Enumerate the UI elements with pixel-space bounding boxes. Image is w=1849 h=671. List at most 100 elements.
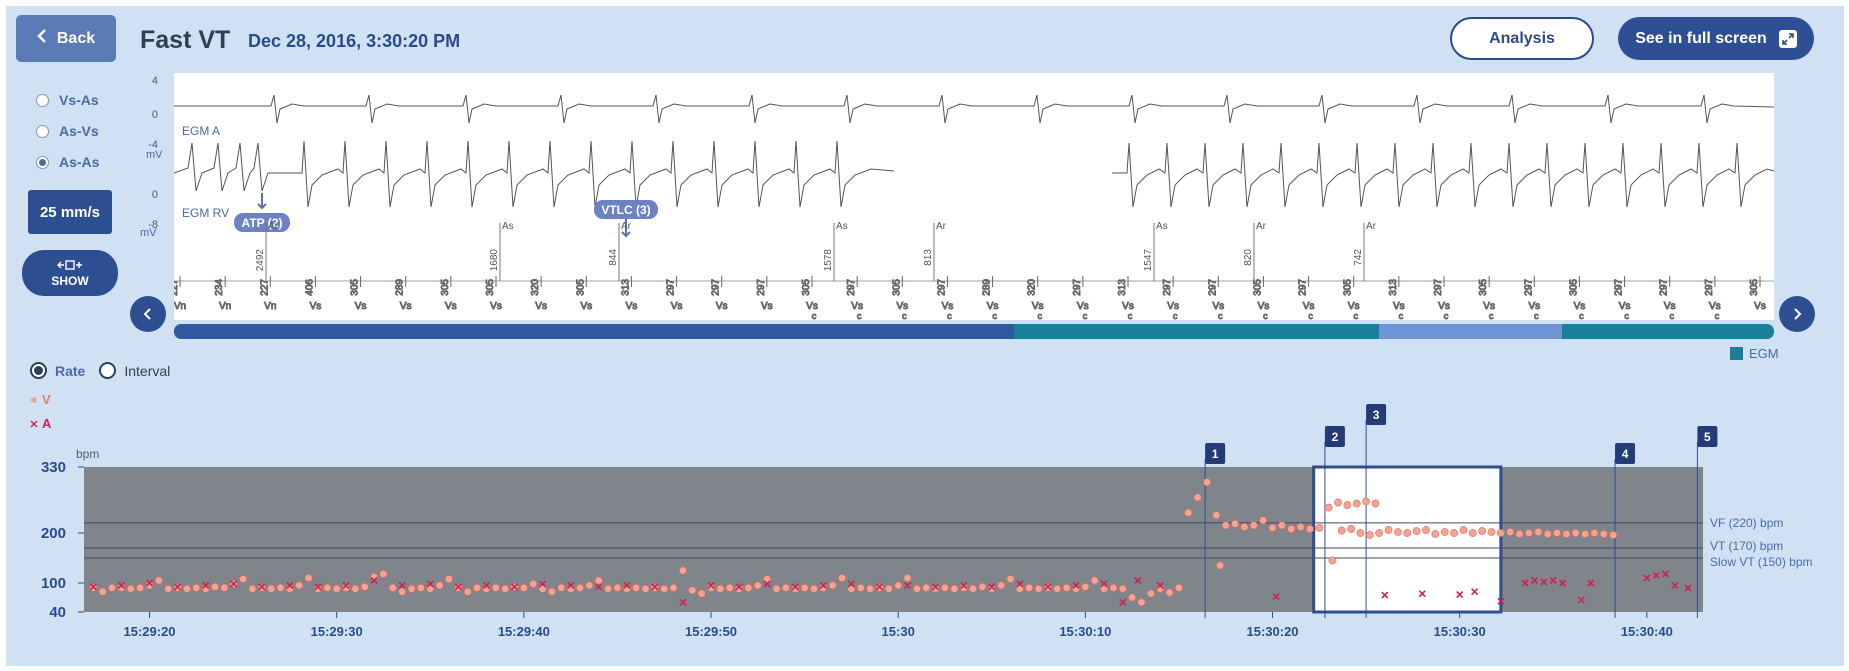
egm-swatch — [1730, 347, 1743, 360]
v-point — [922, 583, 931, 592]
v-point — [959, 583, 968, 592]
chevron-left-icon — [37, 29, 47, 48]
v-marker-tag: c — [812, 311, 817, 320]
a-point — [174, 583, 182, 591]
event-label: 1 — [1212, 447, 1219, 461]
zone-label: Slow VT (150) bpm — [1710, 555, 1813, 569]
legend-v-label: V — [42, 392, 51, 407]
a-point — [903, 581, 912, 589]
analysis-button[interactable]: Analysis — [1450, 17, 1594, 60]
v-point — [1259, 516, 1268, 525]
v-point — [1296, 523, 1305, 531]
radio-selected-icon[interactable] — [30, 362, 47, 379]
a-point — [370, 576, 378, 585]
v-marker-interval: 227 — [259, 279, 270, 296]
v-point — [1015, 584, 1024, 593]
back-button[interactable]: Back — [16, 15, 116, 62]
v-point — [697, 589, 706, 598]
v-marker-interval: 305 — [1749, 279, 1760, 296]
event-label: 2 — [1332, 430, 1339, 444]
y-tick-label: 100 — [41, 575, 66, 592]
v-point — [248, 584, 257, 593]
a-point — [623, 581, 631, 589]
rate-option[interactable]: Rate — [55, 362, 86, 379]
previous-button[interactable] — [130, 296, 166, 332]
a-point — [1016, 580, 1024, 588]
speed-button[interactable]: 25 mm/s — [28, 190, 112, 234]
v-point — [931, 584, 940, 593]
v-marker-tag: Vs — [1122, 301, 1134, 312]
v-point — [1006, 575, 1015, 583]
v-point — [1478, 527, 1487, 535]
v-marker-interval: 297 — [846, 279, 857, 296]
a-marker-tag: As — [836, 221, 848, 232]
a-marker-interval: 2492 — [255, 249, 266, 272]
v-point — [1137, 598, 1146, 607]
v-point — [501, 584, 510, 593]
selection-window — [1312, 465, 1503, 614]
event-marker — [1366, 404, 1387, 425]
v-point — [1128, 593, 1137, 602]
a-marker-interval: 820 — [1243, 249, 1254, 266]
mode-option-vs-as[interactable]: Vs-As — [36, 92, 99, 108]
x-tick-label: 15:30:40 — [1621, 624, 1673, 639]
a-point — [707, 581, 715, 589]
a-point — [145, 579, 154, 587]
v-point — [1384, 526, 1393, 534]
mode-option-as-as[interactable]: As-As — [36, 154, 99, 170]
page-title: Fast VT — [140, 26, 231, 54]
v-marker-interval: 297 — [1659, 279, 1670, 296]
next-button[interactable] — [1779, 296, 1815, 332]
v-point — [613, 583, 622, 592]
v-point — [192, 583, 201, 592]
v-point — [276, 583, 285, 592]
v-marker-tag: c — [1399, 311, 1404, 320]
mode-option-as-vs[interactable]: As-Vs — [36, 123, 99, 139]
v-point — [866, 584, 875, 593]
a-marker-interval: 844 — [608, 249, 619, 266]
v-marker-interval: 297 — [1523, 279, 1534, 296]
v-point — [912, 584, 921, 593]
v-marker-interval: 305 — [350, 279, 361, 296]
v-marker-tag: Vs — [761, 301, 773, 312]
v-point — [1553, 529, 1561, 537]
interval-option[interactable]: Interval — [124, 362, 171, 379]
a-point — [679, 598, 687, 606]
zone-label: VT (170) bpm — [1710, 539, 1783, 553]
v-point — [1459, 526, 1468, 534]
v-marker-tag: c — [1173, 311, 1178, 320]
radio-selected-icon — [36, 155, 49, 169]
back-label: Back — [56, 29, 96, 47]
v-point — [435, 581, 444, 590]
mode-label: Vs-As — [59, 92, 99, 108]
v-point — [819, 583, 828, 592]
a-point — [1272, 592, 1280, 601]
mode-label: As-As — [59, 154, 100, 170]
v-marker-tag: c — [992, 311, 997, 320]
show-button[interactable]: SHOW — [22, 250, 118, 296]
x-tick-label: 15:30:10 — [1059, 624, 1111, 639]
a-marker-tag: As — [1156, 221, 1168, 232]
v-point — [267, 584, 276, 593]
v-point — [1025, 583, 1034, 592]
v-point — [1334, 498, 1342, 507]
v-point — [1090, 576, 1099, 585]
radio-icon[interactable] — [99, 362, 117, 379]
v-point — [772, 584, 781, 593]
egm-rv-label: EGM RV — [182, 206, 229, 220]
v-point — [1034, 584, 1043, 593]
a-point — [1119, 598, 1127, 606]
v-point — [1496, 529, 1505, 537]
v-marker-tag: Vs — [1483, 301, 1495, 312]
v-marker-interval: 320 — [1027, 279, 1038, 296]
a-point — [342, 581, 350, 589]
a-marker-tag: Ar — [268, 221, 279, 232]
v-point — [1109, 583, 1118, 592]
v-point — [735, 584, 743, 593]
v-marker-interval: 313 — [1388, 279, 1399, 296]
fullscreen-button[interactable]: See in full screen — [1618, 17, 1814, 60]
v-point — [220, 583, 229, 592]
v-point — [576, 583, 584, 592]
episode-progress-bar[interactable] — [174, 324, 1774, 339]
v-marker-tag: c — [1715, 311, 1720, 320]
